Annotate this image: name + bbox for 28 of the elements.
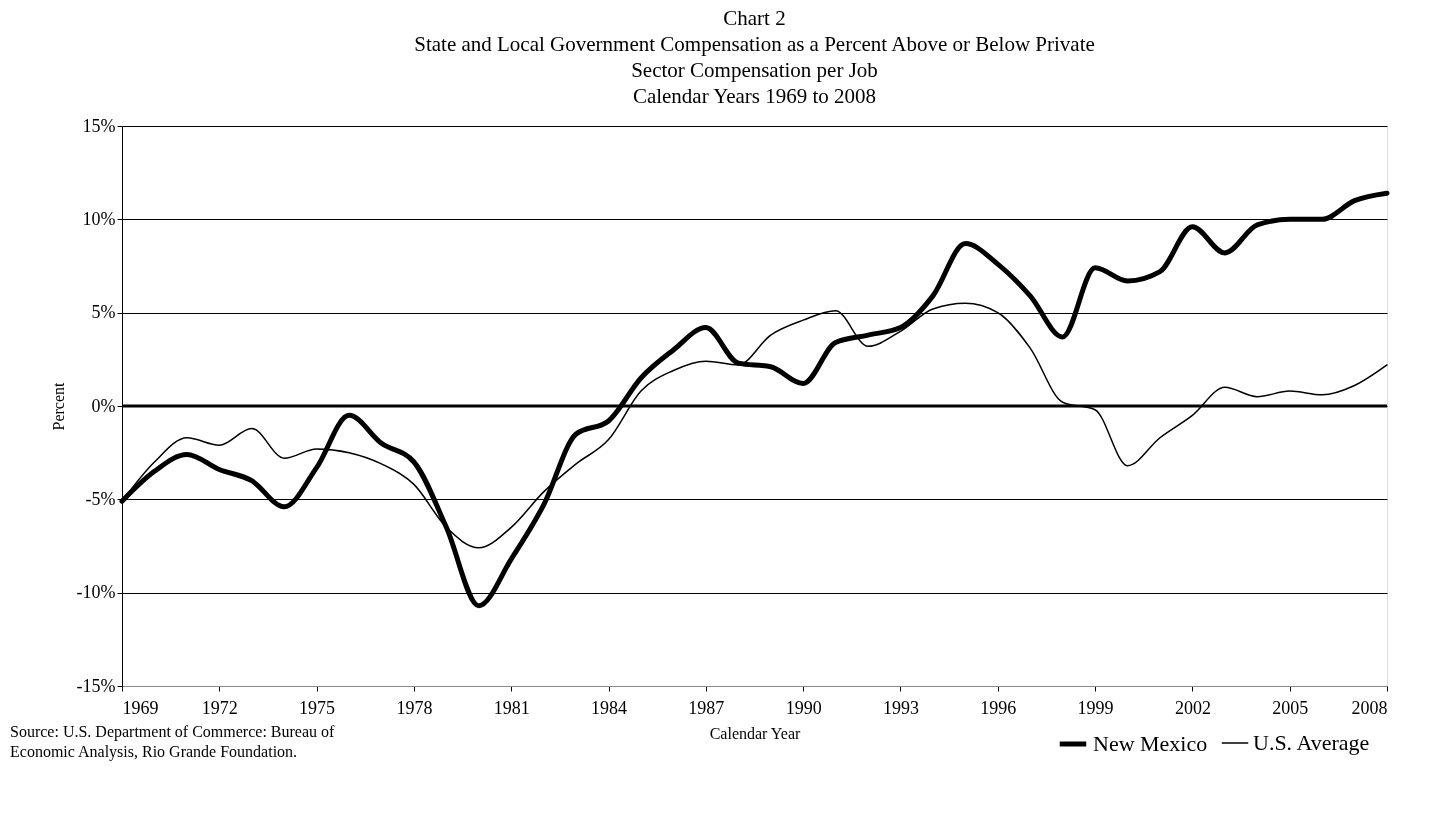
- legend-label: U.S. Average: [1253, 730, 1370, 755]
- x-tick-label: 1984: [591, 697, 628, 718]
- y-tick-label: 15%: [82, 115, 116, 136]
- x-tick-label: 1990: [785, 697, 822, 718]
- x-tick-label: 1969: [122, 697, 159, 718]
- x-tick-label: 1972: [201, 697, 238, 718]
- x-tick-label: 1996: [980, 697, 1017, 718]
- x-tick-label: 1978: [396, 697, 433, 718]
- chart-title: Chart 2: [723, 6, 786, 30]
- y-tick-label: 0%: [91, 395, 116, 416]
- x-tick-label: 1981: [493, 697, 530, 718]
- x-tick-label: 1999: [1077, 697, 1114, 718]
- y-tick-label: 5%: [91, 302, 116, 323]
- x-tick-label: 2005: [1272, 697, 1309, 718]
- x-tick-label: 2008: [1351, 697, 1388, 718]
- y-tick-label: 10%: [82, 208, 116, 229]
- y-axis-title: Percent: [49, 381, 67, 431]
- chart-subtitle: State and Local Government Compensation as a Percent Above or Below Private Sector Compensation per Job Calendar Years 1969 to 2008: [414, 32, 1095, 108]
- x-axis-title: Calendar Year: [709, 724, 801, 742]
- legend-label: New Mexico: [1093, 731, 1208, 756]
- x-tick-label: 2002: [1174, 697, 1211, 718]
- y-tick-label: -15%: [76, 675, 116, 696]
- x-tick-label: 1987: [688, 697, 725, 718]
- y-tick-label: -5%: [85, 488, 116, 509]
- source-note: Source: U.S. Department of Commerce: Bureau of Economic Analysis, Rio Grande Foundation.: [10, 723, 336, 761]
- x-tick-label: 1993: [882, 697, 919, 718]
- y-tick-label: -10%: [76, 582, 116, 603]
- x-tick-label: 1975: [299, 697, 336, 718]
